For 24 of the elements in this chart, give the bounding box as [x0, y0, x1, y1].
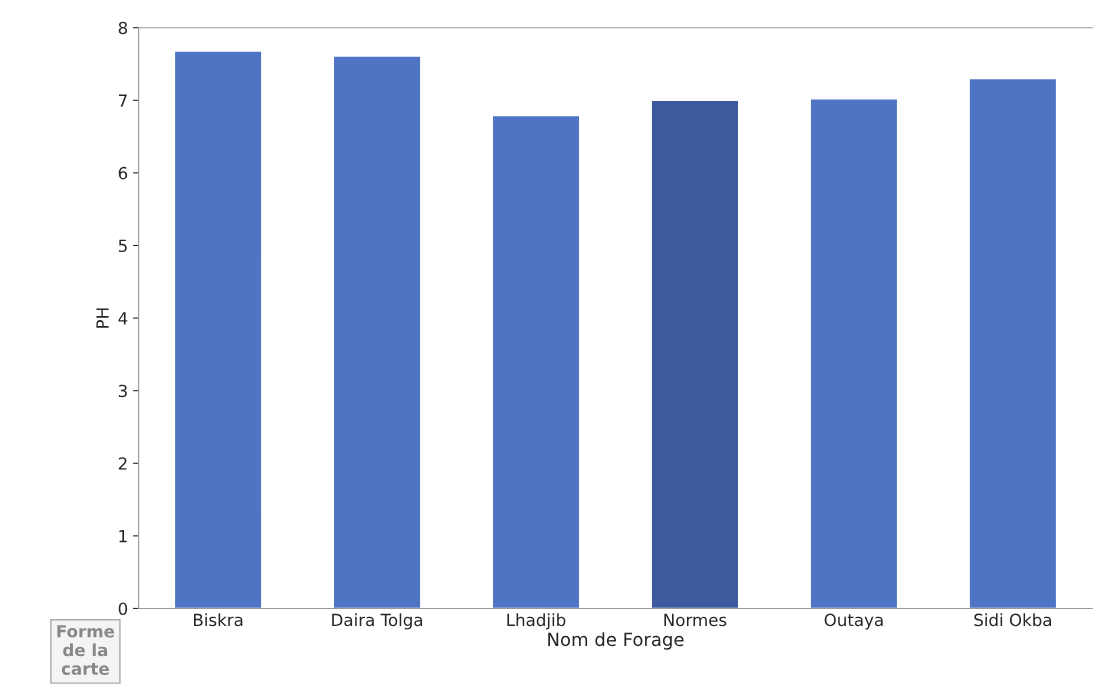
- x-axis-title: Nom de Forage: [548, 632, 684, 650]
- y-tick-label: 6: [118, 166, 128, 180]
- x-tick-label: Biskra: [194, 613, 243, 627]
- bar: [332, 55, 422, 609]
- bar: [491, 114, 581, 609]
- bar: [173, 50, 263, 609]
- x-tick-label: Normes: [664, 613, 727, 627]
- bar: [809, 98, 899, 609]
- bar: [968, 77, 1058, 609]
- x-tick-label: Daira Tolga: [332, 613, 423, 630]
- x-tick-label: Outaya: [824, 613, 883, 630]
- bar: [650, 99, 740, 609]
- y-tick-label: 0: [118, 602, 128, 616]
- text: Forme de la carte: [57, 625, 115, 675]
- y-tick-label: 5: [118, 239, 127, 253]
- y-tick-label: 8: [118, 21, 128, 35]
- y-tick-label: 2: [118, 457, 127, 470]
- y-tick-label: 1: [119, 530, 127, 543]
- x-tick-label: Sidi Okba: [974, 613, 1052, 627]
- y-tick-label: 7: [118, 94, 127, 107]
- y-tick-label: 3: [118, 384, 127, 398]
- y-axis-title: PH: [96, 308, 109, 328]
- y-tick-label: 4: [118, 312, 128, 325]
- x-tick-label: Lhadjib: [507, 613, 566, 630]
